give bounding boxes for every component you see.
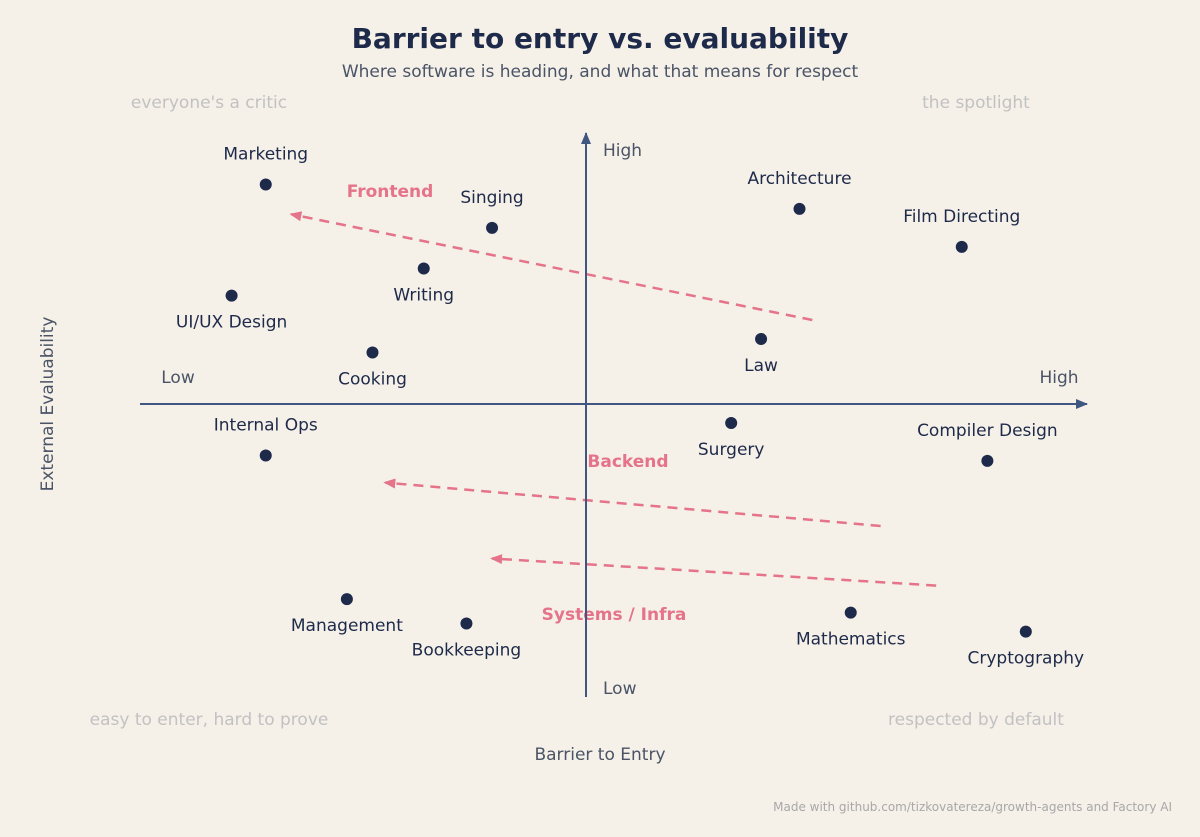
point-label-law: Law (744, 356, 778, 376)
trend-arrow-backend (383, 478, 881, 528)
chart-title: Barrier to entry vs. evaluability (352, 22, 849, 55)
point-label-marketing: Marketing (223, 144, 308, 164)
point-label-architecture: Architecture (747, 169, 851, 189)
trend-label-backend: Backend (587, 452, 668, 472)
chart-subtitle: Where software is heading, and what that… (342, 62, 859, 82)
point-architecture (793, 202, 806, 215)
point-management (340, 593, 353, 606)
x-axis-high-label: High (1039, 368, 1078, 388)
point-ui-ux-design (225, 289, 238, 302)
trend-arrows-layer: Frontend Backend Systems / Infra (289, 182, 937, 625)
points-layer: Marketing UI/UX Design Writing Singing Cooki… (176, 144, 1084, 668)
point-surgery (725, 416, 738, 429)
x-axis-title: Barrier to Entry (534, 745, 665, 765)
point-label-cryptography: Cryptography (968, 649, 1085, 669)
point-label-mathematics: Mathematics (796, 630, 906, 650)
point-law (755, 332, 768, 345)
point-label-compiler-design: Compiler Design (917, 421, 1058, 441)
point-cryptography (1019, 625, 1032, 638)
point-label-writing: Writing (393, 286, 454, 306)
point-label-ui-ux-design: UI/UX Design (176, 313, 287, 333)
point-film-directing (955, 240, 968, 253)
quadrant-label-top-right: the spotlight (922, 93, 1030, 113)
y-axis-title: External Evaluability (38, 317, 58, 492)
point-label-management: Management (291, 616, 403, 636)
trend-arrow-systems-infra (490, 554, 937, 587)
point-label-singing: Singing (460, 188, 523, 208)
point-writing (417, 262, 430, 275)
trend-label-frontend: Frontend (347, 182, 434, 202)
point-mathematics (844, 606, 857, 619)
point-label-film-directing: Film Directing (903, 207, 1020, 227)
trend-arrow-frontend (289, 211, 813, 322)
quadrant-label-bottom-right: respected by default (888, 710, 1064, 730)
quadrant-label-top-left: everyone's a critic (131, 93, 287, 113)
point-label-internal-ops: Internal Ops (214, 415, 318, 435)
footer-credit: Made with github.com/tizkovatereza/growt… (773, 800, 1172, 814)
point-label-surgery: Surgery (698, 440, 765, 460)
point-cooking (366, 346, 379, 359)
point-marketing (259, 178, 272, 191)
y-axis-high-label: High (603, 141, 642, 161)
point-singing (486, 221, 499, 234)
point-internal-ops (259, 449, 272, 462)
x-axis-low-label: Low (161, 368, 195, 388)
trend-label-systems-infra: Systems / Infra (542, 605, 687, 625)
point-compiler-design (981, 454, 994, 467)
y-axis-low-label: Low (603, 679, 637, 699)
point-label-bookkeeping: Bookkeeping (412, 641, 522, 661)
point-label-cooking: Cooking (338, 370, 407, 390)
point-bookkeeping (460, 617, 473, 630)
quadrant-label-bottom-left: easy to enter, hard to prove (90, 710, 329, 730)
